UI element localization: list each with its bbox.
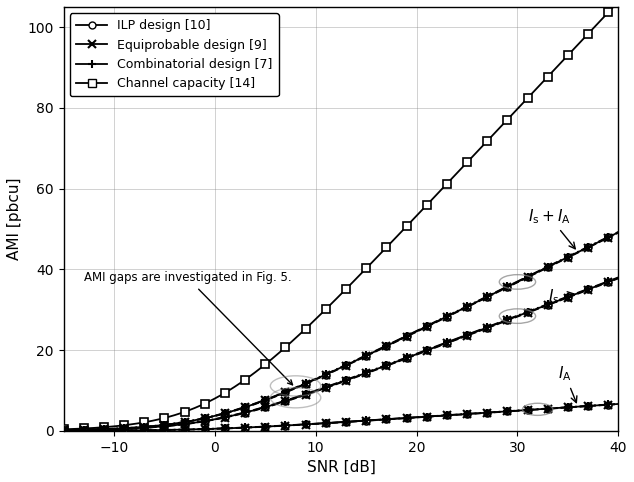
Text: $I_{\mathrm{A}}$: $I_{\mathrm{A}}$ <box>558 364 577 402</box>
Text: $I_{\mathrm{s}}$: $I_{\mathrm{s}}$ <box>548 288 574 306</box>
Text: $I_{\mathrm{s}} + I_{\mathrm{A}}$: $I_{\mathrm{s}} + I_{\mathrm{A}}$ <box>527 207 575 249</box>
Y-axis label: AMI [pbcu]: AMI [pbcu] <box>7 177 22 260</box>
Legend: ILP design [10], Equiprobable design [9], Combinatorial design [7], Channel capa: ILP design [10], Equiprobable design [9]… <box>70 13 279 96</box>
X-axis label: SNR [dB]: SNR [dB] <box>306 460 375 475</box>
Text: AMI gaps are investigated in Fig. 5.: AMI gaps are investigated in Fig. 5. <box>84 271 292 385</box>
